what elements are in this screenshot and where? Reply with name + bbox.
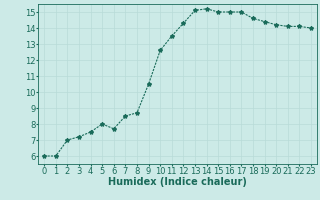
X-axis label: Humidex (Indice chaleur): Humidex (Indice chaleur) bbox=[108, 177, 247, 187]
